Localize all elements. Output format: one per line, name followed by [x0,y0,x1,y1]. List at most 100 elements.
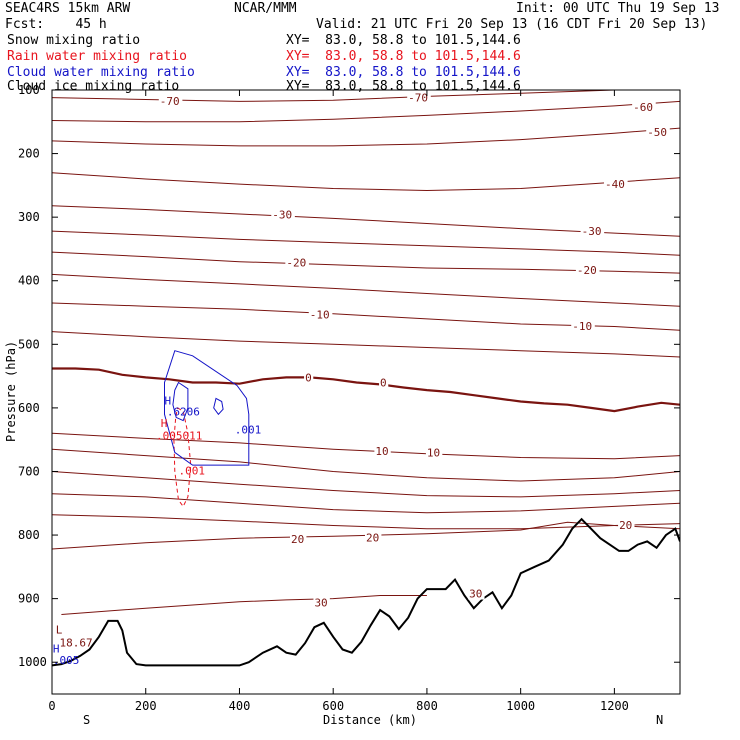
isotherm-label: -30 [582,225,602,238]
x-tick-label: 800 [416,699,438,713]
y-tick-label: 700 [18,464,40,478]
field-xy-snow: XY= 83.0, 58.8 to 101.5,144.6 [286,33,521,48]
freezing-level-line [52,367,680,413]
isotherm-label-bg [575,264,600,276]
isotherm-label-bg [618,519,635,531]
freezing-level-label: 0 [305,371,312,384]
isotherm-label-bg [604,179,628,191]
field-annotation: .6206 [167,406,200,419]
isotherm-label: -20 [286,256,306,269]
field-label-snow: Snow mixing ratio [7,33,141,48]
valid-time: Valid: 21 UTC Fri 20 Sep 13 (16 CDT Fri … [316,17,708,32]
left-end-label: S [83,713,90,727]
y-tick-label: 200 [18,147,40,161]
isotherm-line [61,595,427,615]
isotherm-label-bg [365,532,382,544]
init-time: Init: 00 UTC Thu 19 Sep 13 [516,1,720,16]
y-tick-label: 300 [18,210,40,224]
field-annotation: H [164,395,171,408]
isotherm-label: 20 [291,533,304,546]
isotherm-label: -10 [572,320,592,333]
cloud-water-contour [213,397,224,416]
x-tick-label: 1000 [506,699,535,713]
isotherm-label: -20 [577,264,597,277]
y-tick-label-top: 100 [18,83,40,97]
x-axis-label: Distance (km) [323,713,417,727]
center-name: NCAR/MMM [234,1,297,16]
isotherm-label: -30 [272,209,292,222]
isotherm-label-bg [313,597,330,609]
field-label-cloud-water: Cloud water mixing ratio [7,65,195,80]
isotherm-label-bg [285,257,309,269]
freezing-level-label: 0 [380,376,387,389]
isotherm-label-bg [571,320,595,332]
isotherm-label-bg [308,309,333,321]
isotherm-line [52,100,680,123]
isotherm-line [52,448,680,482]
field-xy-rain: XY= 83.0, 58.8 to 101.5,144.6 [286,49,521,64]
plot-frame [51,89,681,695]
isotherm-label-bg [158,95,183,107]
isotherm-label-bg [425,447,443,459]
isotherm-label: -70 [160,95,180,108]
isotherm-line [52,273,680,307]
field-annotation: H [53,643,60,656]
x-tick-label: 0 [48,699,55,713]
isotherm-label-bg [290,533,307,545]
isotherm-label: 10 [427,446,440,459]
freezing-level-label-bg [304,372,314,384]
y-tick-label: 900 [18,592,40,606]
y-tick-label: 400 [18,274,40,288]
isotherm-label: -70 [408,92,428,105]
isotherm-label-bg [468,588,485,600]
isotherm-line [52,331,680,358]
x-tick-label: 400 [229,699,251,713]
cloud-water-contour [164,350,250,466]
isotherm-line [52,432,680,460]
y-tick-label: 1000 [18,655,47,669]
isotherm-label: 10 [375,445,388,458]
y-tick-label: 800 [18,528,40,542]
isotherm-line [52,471,680,498]
field-annotation: H [161,417,168,430]
isotherm-line [52,302,680,331]
freezing-level-label-bg [379,377,389,389]
forecast-hour: Fcst: 45 h [5,17,107,32]
field-xy-cloud-water: XY= 83.0, 58.8 to 101.5,144.6 [286,65,521,80]
field-annotation: .001 [179,465,206,478]
plot-area: -70 -70 -60 -50 -40 -30 -30 -20 -20 -10 -10 10 10 20 2… [52,90,680,667]
isotherm-label-bg [580,226,605,238]
y-tick-label: 500 [18,337,40,351]
field-label-rain: Rain water mixing ratio [7,49,188,64]
isotherm-label: -10 [310,308,330,321]
isotherm-label: -40 [605,178,625,191]
field-annotation: 18.67 [59,636,92,649]
isotherm-line [52,514,680,530]
model-name: SEAC4RS 15km ARW [5,1,131,16]
y-axis-label: Pressure (hPa) [4,341,18,442]
isotherm-line [52,172,680,192]
x-tick-label: 200 [135,699,157,713]
isotherm-label-bg [646,126,670,138]
isotherm-label: 20 [366,532,379,545]
isotherm-label: 30 [314,596,327,609]
isotherm-line [52,230,680,256]
isotherm-label: -50 [647,126,667,139]
x-tick-label: 600 [322,699,344,713]
isotherm-label-bg [632,102,656,114]
isotherm-label: -60 [633,101,653,114]
field-annotation: .005011 [156,430,202,443]
field-annotation: L [56,624,63,637]
x-tick-label: 1200 [600,699,629,713]
isotherm-label: 30 [469,588,482,601]
isotherm-label-bg [374,446,391,458]
right-end-label: N [656,713,663,727]
isotherm-line [52,521,680,550]
cloud-water-contour [172,381,189,422]
field-annotation: .001 [235,423,262,436]
isotherm-line [52,493,680,514]
isotherm-label: 20 [619,519,632,532]
field-annotation: .005 [53,654,80,667]
isotherm-label-bg [407,92,431,104]
